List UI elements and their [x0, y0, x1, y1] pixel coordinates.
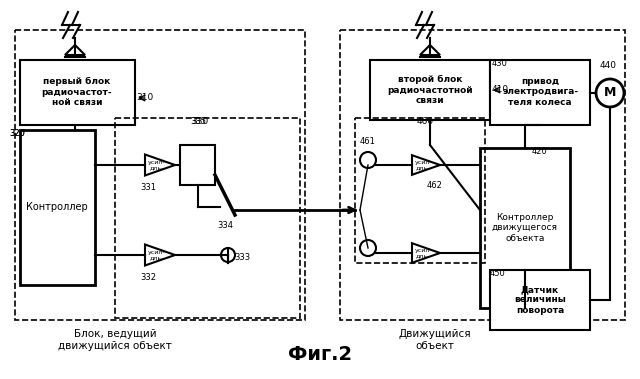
Text: 331: 331 — [140, 183, 156, 193]
Text: привод
электродвига-
теля колеса: привод электродвига- теля колеса — [502, 77, 578, 107]
Text: 462: 462 — [427, 180, 443, 190]
Text: 310: 310 — [136, 94, 154, 102]
Text: 420: 420 — [532, 147, 548, 157]
Text: 410: 410 — [492, 86, 509, 94]
Text: 460: 460 — [417, 117, 433, 127]
Text: Фиг.2: Фиг.2 — [288, 346, 352, 365]
Bar — [20, 130, 95, 285]
Bar — [490, 270, 590, 330]
Text: 450: 450 — [490, 269, 506, 279]
Text: 335: 335 — [190, 117, 206, 127]
Bar — [370, 60, 490, 120]
Text: Движущийся
объект: Движущийся объект — [399, 329, 471, 351]
Text: второй блок
радиочастотной
связи: второй блок радиочастотной связи — [387, 75, 473, 105]
Bar — [115, 118, 300, 318]
Text: 332: 332 — [140, 274, 156, 282]
Text: 320: 320 — [9, 130, 25, 138]
Text: первый блок
радиочастот-
ной связи: первый блок радиочастот- ной связи — [42, 77, 112, 107]
Text: Контроллер
движущегося
объекта: Контроллер движущегося объекта — [492, 213, 558, 243]
Text: 440: 440 — [600, 61, 616, 69]
Text: Контроллер: Контроллер — [26, 202, 88, 212]
Text: Датчик
величины
поворота: Датчик величины поворота — [514, 285, 566, 315]
Bar — [15, 30, 305, 320]
Text: 334: 334 — [217, 221, 233, 230]
Text: 333: 333 — [234, 254, 250, 263]
Text: 461: 461 — [360, 138, 376, 147]
Text: 330: 330 — [191, 117, 209, 127]
Text: Блок, ведущий
движущийся объект: Блок, ведущий движущийся объект — [58, 329, 172, 351]
Text: усил-
дль-: усил- дль- — [414, 247, 432, 258]
Bar — [480, 148, 570, 308]
Bar — [490, 60, 590, 125]
Text: усил-
дль-: усил- дль- — [414, 160, 432, 171]
Bar — [20, 60, 135, 125]
Text: M: M — [604, 86, 616, 100]
Text: усил-
дль-: усил- дль- — [148, 250, 166, 260]
Text: 430: 430 — [492, 60, 508, 69]
Bar — [340, 30, 625, 320]
Text: усил-
дль-: усил- дль- — [148, 160, 166, 171]
Bar — [180, 145, 215, 185]
Text: 320: 320 — [9, 128, 25, 138]
Bar — [355, 118, 485, 263]
